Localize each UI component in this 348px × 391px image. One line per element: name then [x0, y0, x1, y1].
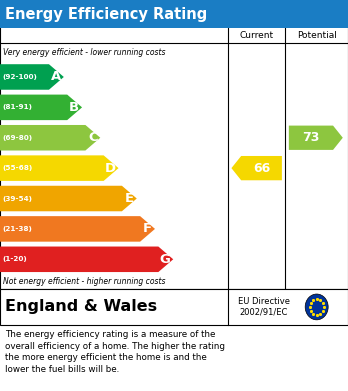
Polygon shape	[0, 186, 137, 211]
Polygon shape	[0, 64, 64, 90]
Text: C: C	[88, 131, 97, 144]
Text: The energy efficiency rating is a measure of the
overall efficiency of a home. T: The energy efficiency rating is a measur…	[5, 330, 225, 374]
Circle shape	[305, 294, 328, 320]
Text: (55-68): (55-68)	[3, 165, 33, 171]
Bar	[0, 289, 348, 325]
Text: B: B	[69, 101, 79, 114]
Text: E: E	[125, 192, 134, 205]
Text: EU Directive
2002/91/EC: EU Directive 2002/91/EC	[238, 297, 290, 317]
Text: A: A	[51, 70, 61, 83]
Polygon shape	[0, 247, 173, 272]
Text: F: F	[143, 222, 152, 235]
Polygon shape	[0, 216, 155, 242]
Text: (81-91): (81-91)	[3, 104, 33, 110]
Text: (39-54): (39-54)	[3, 196, 33, 201]
Text: (1-20): (1-20)	[3, 256, 27, 262]
Polygon shape	[0, 95, 82, 120]
Text: D: D	[105, 161, 116, 175]
Text: 66: 66	[253, 161, 270, 175]
Text: Very energy efficient - lower running costs: Very energy efficient - lower running co…	[3, 48, 166, 57]
Polygon shape	[289, 126, 343, 150]
Text: G: G	[160, 253, 171, 266]
Text: (92-100): (92-100)	[3, 74, 38, 80]
Text: Not energy efficient - higher running costs: Not energy efficient - higher running co…	[3, 277, 166, 287]
Polygon shape	[231, 156, 282, 180]
Polygon shape	[0, 125, 100, 151]
Text: 73: 73	[302, 131, 319, 144]
Text: Energy Efficiency Rating: Energy Efficiency Rating	[5, 7, 207, 22]
Text: Current: Current	[239, 31, 274, 40]
Bar	[0, 0, 348, 28]
Text: (69-80): (69-80)	[3, 135, 33, 141]
Text: (21-38): (21-38)	[3, 226, 33, 232]
Polygon shape	[0, 155, 119, 181]
Text: England & Wales: England & Wales	[5, 300, 157, 314]
Bar	[0, 0, 348, 289]
Text: Potential: Potential	[297, 31, 337, 40]
